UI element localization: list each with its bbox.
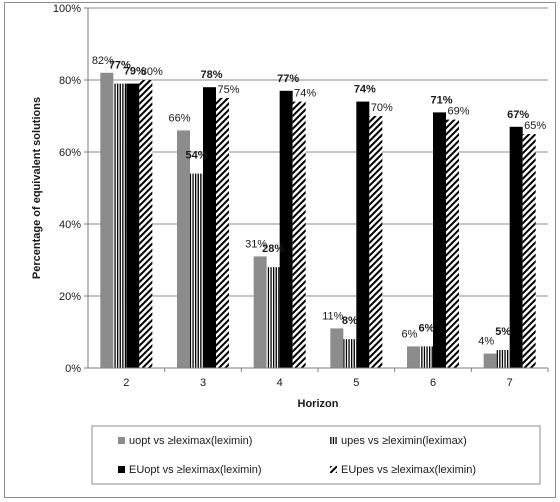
data-label: 6% <box>402 328 418 340</box>
bar <box>496 350 510 368</box>
data-label: 75% <box>217 84 239 96</box>
data-label: 77% <box>277 73 299 85</box>
data-label: 5% <box>495 326 511 338</box>
data-label: 69% <box>447 106 469 118</box>
legend-swatch <box>118 466 125 473</box>
legend-label: uopt vs ≥leximax(leximin) <box>129 435 252 447</box>
bar <box>356 101 370 368</box>
y-axis-label: Percentage of equivalent solutions <box>31 97 43 279</box>
bar <box>433 112 446 369</box>
bar <box>292 101 306 368</box>
data-label: 11% <box>322 310 343 322</box>
bar <box>330 328 344 368</box>
data-label: 77% <box>109 60 131 72</box>
data-label: 80% <box>141 66 163 78</box>
data-label: 79% <box>124 66 146 78</box>
bar <box>266 267 280 368</box>
data-label: 74% <box>354 84 376 96</box>
data-label: 31% <box>245 238 267 250</box>
bar <box>126 83 140 368</box>
data-label: 71% <box>430 94 452 106</box>
y-tick-label: 100% <box>53 3 81 15</box>
data-label: 54% <box>185 150 207 162</box>
data-label: 8% <box>342 315 358 327</box>
x-tick-label: 2 <box>123 377 129 389</box>
bar <box>522 134 536 368</box>
gridlines <box>84 7 548 369</box>
x-tick-label: 3 <box>200 377 206 389</box>
y-tick-label: 60% <box>59 147 81 159</box>
bar <box>203 87 216 368</box>
data-label: 78% <box>200 69 222 81</box>
x-tick-label: 4 <box>277 377 283 389</box>
bar <box>279 90 293 369</box>
bar <box>216 98 229 368</box>
bar <box>253 256 267 368</box>
data-labels: 82%77%79%80%66%54%78%75%31%28%77%74%11%8… <box>92 55 547 348</box>
legend-swatch <box>330 466 337 473</box>
data-label: 4% <box>478 336 494 348</box>
data-label: 28% <box>262 243 284 255</box>
x-tick-label: 7 <box>507 377 513 389</box>
data-label: 6% <box>419 322 435 334</box>
bar <box>139 80 153 368</box>
legend-label: upes vs ≥leximin(leximax) <box>341 435 467 447</box>
y-tick-label: 40% <box>59 219 81 231</box>
x-tick-label: 5 <box>353 377 359 389</box>
x-tick-labels: 2 3 4 5 6 7 <box>123 368 549 389</box>
y-tick-label: 20% <box>59 291 81 303</box>
data-label: 67% <box>507 109 529 121</box>
x-tick-label: 6 <box>430 377 436 389</box>
data-label: 82% <box>92 55 114 67</box>
legend: uopt vs ≥leximax(leximin) upes vs ≥leximi… <box>118 435 476 476</box>
bar <box>113 83 127 368</box>
data-label: 74% <box>294 88 316 100</box>
legend-label: EUopt vs ≥leximax(leximin) <box>129 464 262 476</box>
bar <box>100 72 114 369</box>
bars-group <box>100 72 536 369</box>
data-label: 70% <box>371 102 393 114</box>
bar <box>407 346 420 368</box>
legend-swatch <box>118 437 125 444</box>
bar <box>177 130 190 368</box>
bar <box>369 116 383 368</box>
y-tick-label: 0% <box>65 363 81 375</box>
data-label: 66% <box>168 112 190 124</box>
bar <box>343 339 357 368</box>
bar <box>420 346 433 368</box>
x-axis-label: Horizon <box>298 398 339 410</box>
bar <box>190 173 203 368</box>
bar <box>483 353 497 368</box>
legend-label: EUpes vs ≥leximax(leximin) <box>341 464 476 476</box>
y-tick-labels: 0% 20% 40% 60% 80% 100% <box>53 3 81 375</box>
data-label: 65% <box>524 120 546 132</box>
y-tick-label: 80% <box>59 75 81 87</box>
axes <box>87 8 548 369</box>
legend-swatch <box>330 437 337 444</box>
bar <box>509 126 523 368</box>
chart-frame <box>4 2 556 498</box>
bar <box>446 119 459 368</box>
legend-box <box>91 425 541 485</box>
